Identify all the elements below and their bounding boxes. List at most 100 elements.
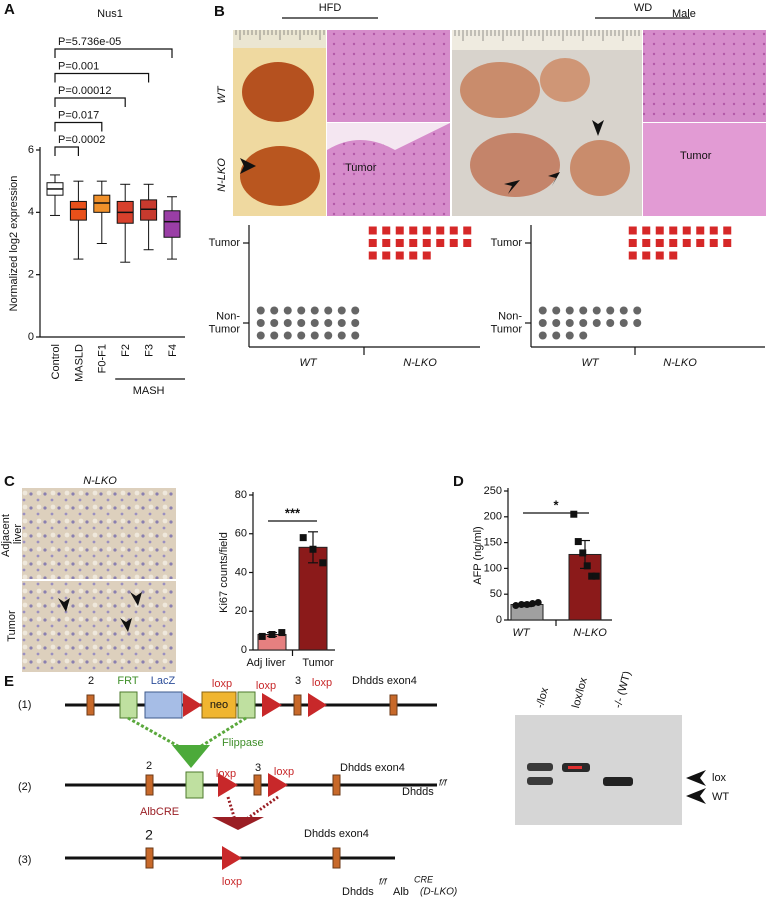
y-axis-label: Ki67 counts/field	[218, 532, 230, 613]
y-tick-label: 200	[484, 511, 502, 523]
dot-group	[628, 226, 732, 260]
p-value: P=0.0002	[58, 134, 105, 146]
dot	[382, 251, 391, 260]
x-tick-label: Adj liver	[246, 657, 285, 669]
dot	[606, 319, 615, 327]
dot	[709, 239, 718, 247]
dot	[628, 226, 637, 235]
dot	[579, 306, 588, 315]
dot	[669, 226, 678, 235]
panel-label: B	[214, 3, 225, 20]
gel-band	[527, 763, 553, 771]
dot	[368, 251, 377, 260]
band-label: lox	[712, 772, 727, 784]
group-label: MASH	[133, 385, 165, 397]
panel-label: A	[4, 1, 15, 18]
allele-label: Dhdds	[402, 786, 434, 798]
dot	[310, 319, 319, 327]
dot	[297, 306, 306, 315]
dot	[368, 239, 377, 247]
exon-label: 2	[146, 760, 152, 772]
dot	[449, 226, 458, 235]
exon-label: Dhdds exon4	[304, 828, 369, 840]
gel-band	[527, 777, 553, 785]
dot	[422, 226, 431, 235]
dot	[351, 306, 360, 315]
dot	[324, 306, 333, 315]
photo-hfd	[233, 30, 326, 216]
significance-bracket	[54, 72, 150, 83]
x-tick-label: N-LKO	[663, 357, 697, 369]
loxp-label: loxp	[212, 678, 232, 690]
dot	[628, 251, 637, 260]
y-tick-label: Tumor	[209, 237, 241, 249]
row-label: Tumor	[6, 610, 18, 642]
dot	[422, 239, 431, 247]
y-tick-label: 20	[235, 605, 247, 617]
allele-superscript: f/f	[379, 876, 388, 886]
band-label: WT	[712, 791, 729, 803]
histology-bg	[327, 123, 450, 150]
dot	[592, 306, 601, 315]
panel-label: D	[453, 473, 464, 490]
y-tick-label: Non-Tumor	[209, 310, 241, 335]
construct-diagram	[65, 691, 437, 870]
dot	[538, 319, 547, 327]
x-tick-label: F3	[144, 344, 156, 357]
dot	[709, 226, 718, 235]
allele-superscript: f/f	[439, 777, 448, 787]
significance-bracket	[54, 146, 79, 156]
dot	[552, 319, 561, 327]
data-point	[309, 545, 317, 553]
dot	[256, 319, 265, 327]
loxp-label: loxp	[256, 680, 276, 692]
x-tick-label: Control	[50, 344, 62, 379]
dot	[579, 331, 588, 340]
x-tick-label: Tumor	[302, 657, 334, 669]
dot	[436, 239, 445, 247]
data-point	[574, 538, 582, 546]
dot	[552, 306, 561, 315]
ihc-image	[22, 488, 176, 579]
data-point	[583, 562, 591, 570]
dot	[619, 319, 628, 327]
row-label: (2)	[18, 781, 31, 793]
dot	[297, 319, 306, 327]
data-point	[570, 510, 578, 518]
y-tick-label: 0	[496, 614, 502, 626]
data-point	[579, 549, 587, 557]
dot	[395, 226, 404, 235]
p-value: P=5.736e-05	[58, 36, 121, 48]
dot	[565, 331, 574, 340]
exon-label: 2	[145, 827, 153, 843]
chart-title: HFD	[319, 2, 342, 14]
y-tick-label: 0	[28, 331, 34, 343]
dot	[256, 331, 265, 340]
data-point	[534, 598, 542, 606]
lane-label: -/lox	[534, 686, 551, 710]
dot	[463, 239, 472, 247]
dot	[351, 331, 360, 340]
dot	[382, 226, 391, 235]
data-point	[258, 632, 266, 640]
panel-label: C	[4, 473, 15, 490]
dot	[682, 239, 691, 247]
dot	[628, 239, 637, 247]
exon-label: Dhdds exon4	[352, 675, 417, 687]
histology	[327, 30, 450, 122]
exon-label: 2	[88, 675, 94, 687]
allele-name: (D-LKO)	[420, 887, 457, 898]
dot	[409, 251, 418, 260]
y-tick-label: 80	[235, 489, 247, 501]
row-label: N-LKO	[216, 158, 228, 192]
box	[140, 199, 158, 221]
genotype-label: N-LKO	[83, 475, 117, 487]
y-tick-label: 2	[28, 269, 34, 281]
significance-label: ***	[285, 505, 301, 520]
dot	[283, 331, 292, 340]
data-point	[268, 631, 276, 638]
significance-bracket	[54, 121, 103, 132]
row-label: Adjacent liver	[0, 511, 24, 557]
exon-label: Dhdds exon4	[340, 762, 405, 774]
